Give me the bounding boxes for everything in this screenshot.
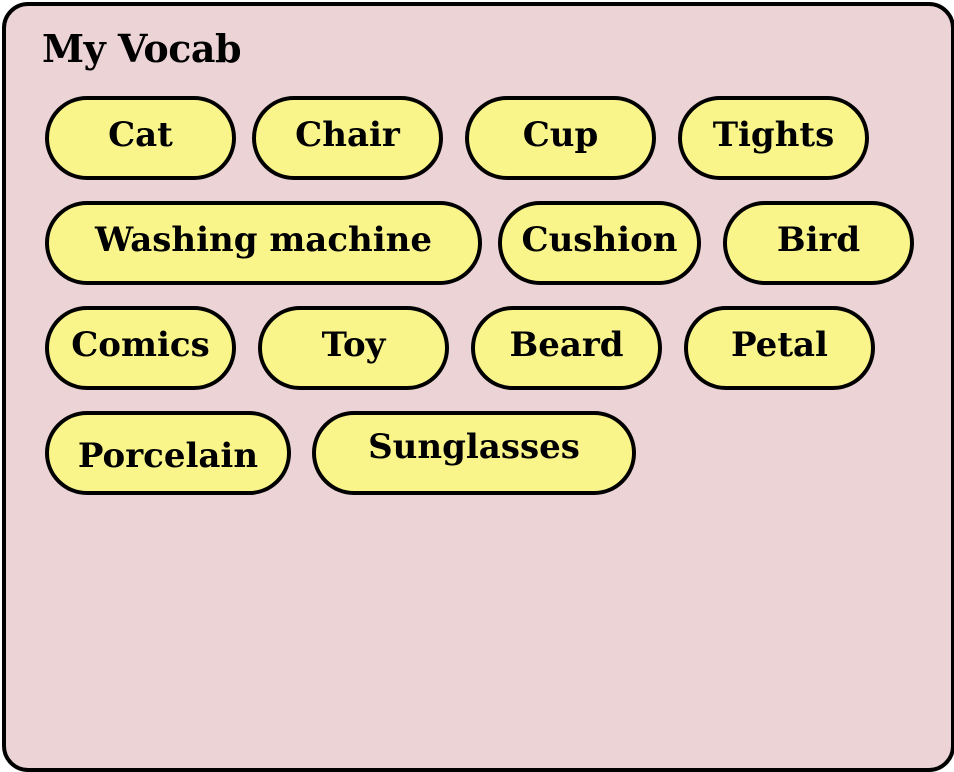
word-chip-porcelain[interactable]: Porcelain — [45, 411, 291, 495]
word-chip-label: Bird — [776, 220, 861, 260]
word-chip-label: Porcelain — [77, 436, 259, 476]
word-chip-label: Cat — [108, 115, 173, 155]
word-chip-washing-machine[interactable]: Washing machine — [45, 201, 482, 285]
word-chip-label: Cushion — [521, 220, 678, 260]
word-chip-label: Tights — [712, 115, 835, 155]
word-chip-cushion[interactable]: Cushion — [498, 201, 701, 285]
word-chip-label: Sunglasses — [368, 427, 580, 467]
word-chip-petal[interactable]: Petal — [684, 306, 875, 390]
word-chip-label: Petal — [731, 325, 828, 365]
word-chip-label: Chair — [295, 115, 400, 155]
word-chip-beard[interactable]: Beard — [471, 306, 662, 390]
word-chip-sunglasses[interactable]: Sunglasses — [312, 411, 636, 495]
word-chip-label: Beard — [509, 325, 624, 365]
word-chip-toy[interactable]: Toy — [258, 306, 449, 390]
word-chip-label: Toy — [321, 325, 386, 365]
word-chip-label: Cup — [522, 115, 599, 155]
word-chip-bird[interactable]: Bird — [723, 201, 914, 285]
word-chip-label: Comics — [71, 325, 210, 365]
page-title: My Vocab — [42, 26, 242, 71]
word-chip-chair[interactable]: Chair — [252, 96, 443, 180]
word-chip-cat[interactable]: Cat — [45, 96, 236, 180]
word-chip-label: Washing machine — [94, 220, 433, 260]
word-chip-tights[interactable]: Tights — [678, 96, 869, 180]
word-chip-comics[interactable]: Comics — [45, 306, 236, 390]
word-chip-cup[interactable]: Cup — [465, 96, 656, 180]
